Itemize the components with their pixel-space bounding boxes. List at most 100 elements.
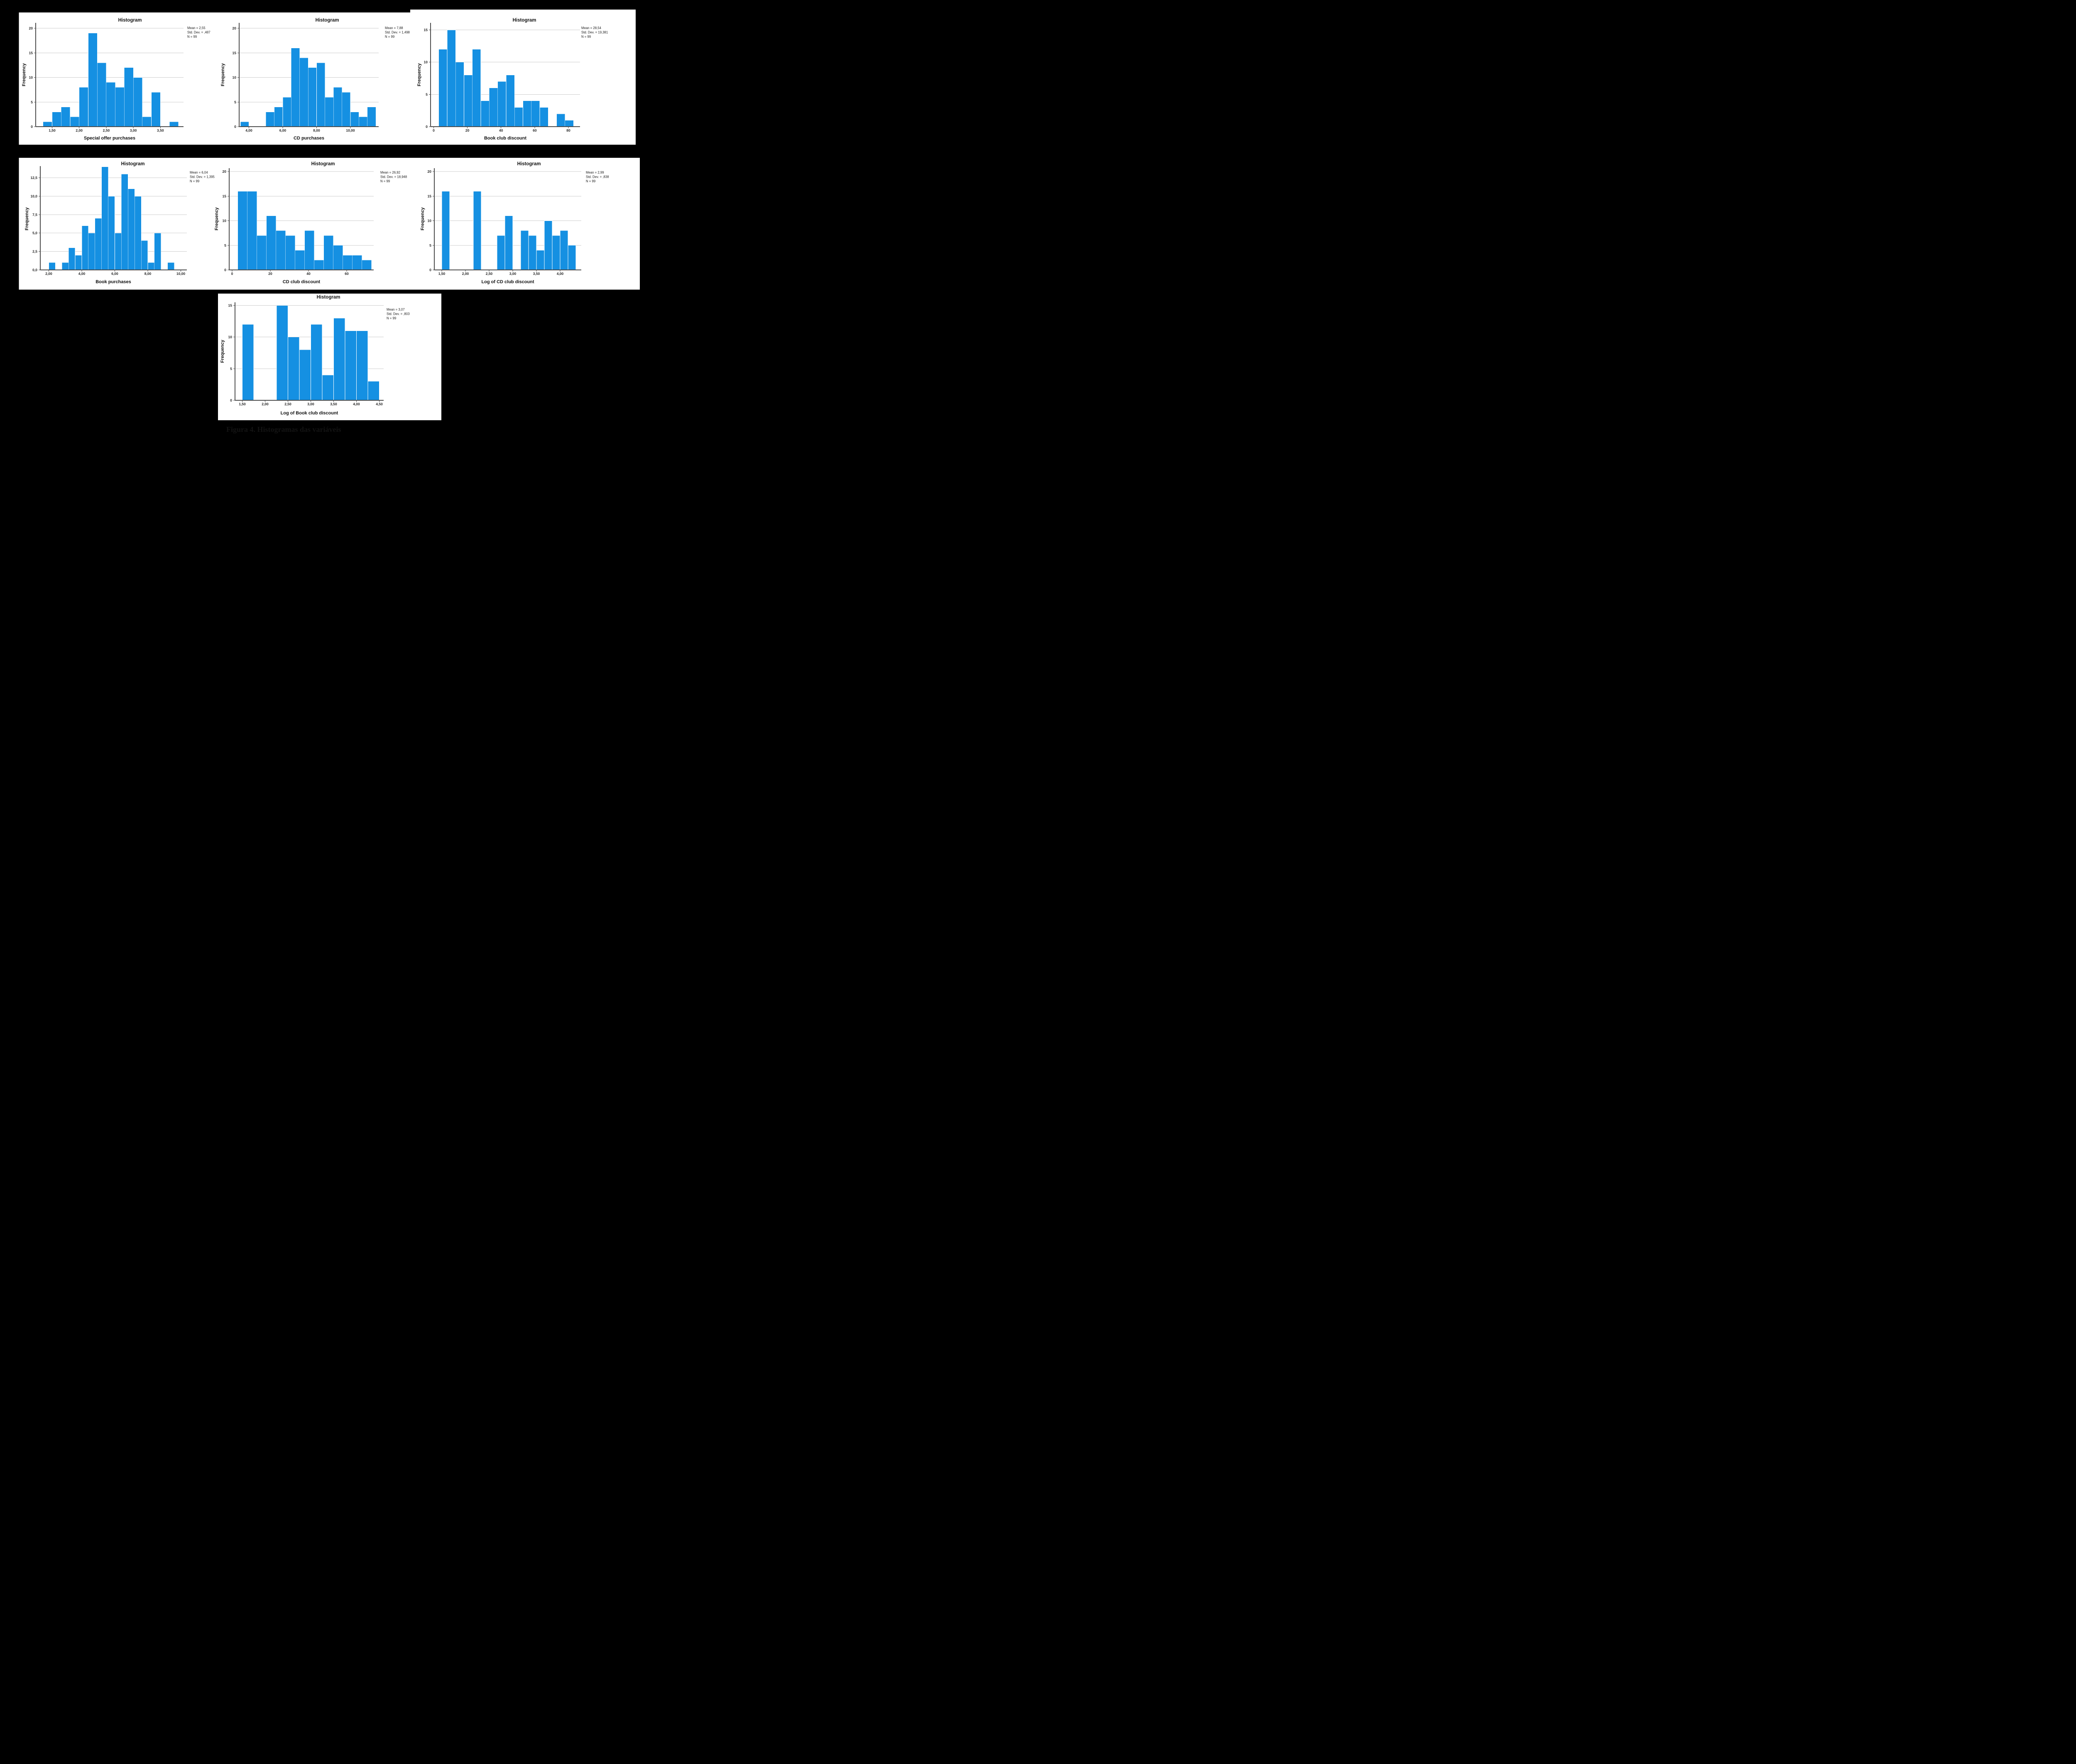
x-tick-label: 3,00 (509, 272, 517, 276)
histogram-bar (523, 100, 532, 127)
y-axis-label: Frequency (22, 63, 27, 86)
histogram-bar (257, 235, 267, 270)
histogram-bar (133, 77, 143, 127)
x-tick-label: 20 (268, 272, 272, 276)
x-tick-label: 6,00 (279, 128, 286, 132)
histogram-bar (367, 107, 376, 127)
y-tick-label: 7,5 (32, 213, 37, 217)
histogram-bar (101, 167, 108, 270)
chart-title: Histogram (316, 18, 339, 23)
histogram-bar (88, 33, 98, 127)
x-tick-label: 6,00 (111, 272, 118, 276)
histogram-bar (127, 189, 135, 270)
x-tick-label: 2,50 (103, 128, 110, 132)
histogram-bar (115, 87, 125, 127)
stats-annotation: Std. Dev. = ,803 (387, 312, 410, 316)
y-tick-label: 15 (223, 194, 227, 198)
histogram-bar (359, 116, 368, 127)
histogram-bar (472, 49, 481, 127)
histogram-bar (274, 107, 283, 127)
y-axis-label: Frequency (417, 63, 422, 86)
histogram-bar (266, 216, 277, 270)
histogram-bar (299, 57, 308, 127)
histogram-chart-7: 0 5 10 15 1,50 2,00 2,50 3,00 3,50 4,00 4,50 Histog… (220, 295, 410, 416)
stats-annotation: N = 99 (190, 179, 199, 183)
histogram-bar (506, 75, 515, 127)
y-tick-label: 0 (230, 398, 232, 402)
histogram-bar (455, 62, 464, 127)
x-tick-label: 2,00 (76, 128, 83, 132)
histogram-bar (115, 233, 122, 270)
histogram-bar (282, 97, 291, 127)
x-tick-label: 3,00 (130, 128, 137, 132)
histogram-bar (568, 245, 576, 270)
histogram-bar (333, 245, 343, 270)
histogram-bar (333, 318, 345, 401)
histogram-bar (108, 196, 115, 270)
histogram-bar (295, 250, 305, 270)
y-tick-label: 10 (228, 335, 233, 339)
histogram-bar (362, 260, 372, 270)
y-tick-label: 5 (234, 100, 236, 104)
histogram-bar (242, 324, 254, 401)
histogram-bar (343, 255, 353, 270)
y-tick-label: 10 (233, 76, 237, 80)
histogram-chart-6: 0 5 10 15 20 1,50 2,00 2,50 3,00 3,50 4,00 Histogra… (420, 162, 609, 284)
chart-title: Histogram (317, 295, 340, 300)
histogram-chart-5: 0 5 10 15 20 0 20 40 60 Histogram Mean = 26,92Std.… (214, 162, 407, 284)
y-tick-label: 15 (424, 28, 428, 32)
x-axis-label: CD club discount (283, 279, 321, 284)
chart-title: Histogram (311, 162, 335, 167)
histogram-bar (438, 49, 448, 127)
histogram-bar (237, 191, 248, 270)
histogram-bar (464, 75, 473, 127)
y-tick-label: 15 (29, 51, 33, 55)
x-tick-label: 3,00 (307, 402, 314, 406)
figure-page: 0 5 10 15 20 1,50 2,00 2,50 3,00 3,50 Histogram Mea… (0, 0, 656, 441)
x-tick-label: 0 (231, 272, 233, 276)
histogram-bar (106, 82, 115, 127)
histogram-bar (61, 107, 71, 127)
histogram-bar (70, 116, 80, 127)
x-tick-label: 4,00 (245, 128, 252, 132)
histogram-bar (504, 216, 513, 270)
histogram-bar (52, 112, 61, 127)
x-tick-label: 2,50 (284, 402, 291, 406)
histogram-bar (520, 230, 529, 270)
x-axis-label: Log of CD club discount (481, 279, 534, 284)
stats-annotation: Std. Dev. = ,838 (586, 175, 609, 179)
x-tick-label: 60 (533, 128, 537, 132)
histogram-chart-1: 0 5 10 15 20 1,50 2,00 2,50 3,00 3,50 Histogram Mea… (22, 18, 211, 141)
histogram-bar (124, 67, 134, 127)
y-tick-label: 0 (426, 125, 428, 129)
histogram-bar (308, 67, 317, 127)
y-tick-label: 15 (428, 194, 432, 198)
histogram-bar (276, 305, 288, 401)
y-axis-label: Frequency (220, 339, 225, 363)
y-tick-label: 0 (429, 268, 431, 272)
x-tick-label: 2,00 (45, 272, 52, 276)
histogram-bar (147, 262, 155, 270)
x-tick-label: 4,00 (557, 272, 564, 276)
stats-annotation: Std. Dev. = ,487 (187, 31, 211, 34)
histogram-bar (560, 230, 568, 270)
histogram-bar (531, 100, 540, 127)
chart-title: Histogram (513, 18, 536, 23)
x-tick-label: 10,00 (176, 272, 186, 276)
histogram-chart-3: 0 5 10 15 0 20 40 60 80 Histogram Mean = 28,54Std.… (417, 18, 608, 141)
stats-annotation: Mean = 2,55 (187, 26, 206, 30)
y-tick-label: 20 (428, 169, 432, 174)
histogram-bar (61, 262, 69, 270)
histogram-chart-2: 0 5 10 15 20 4,00 6,00 8,00 10,00 Histogram Mean =… (220, 18, 410, 141)
histogram-bar (333, 87, 342, 127)
y-tick-label: 5 (426, 92, 428, 96)
histogram-bar (314, 260, 324, 270)
stats-annotation: Std. Dev. = 1,395 (190, 175, 215, 179)
histogram-bar (536, 250, 545, 270)
histogram-bar (345, 331, 357, 401)
x-tick-label: 1,50 (49, 128, 56, 132)
histogram-bar (142, 116, 152, 127)
histogram-bar (322, 375, 334, 401)
x-tick-label: 8,00 (313, 128, 320, 132)
